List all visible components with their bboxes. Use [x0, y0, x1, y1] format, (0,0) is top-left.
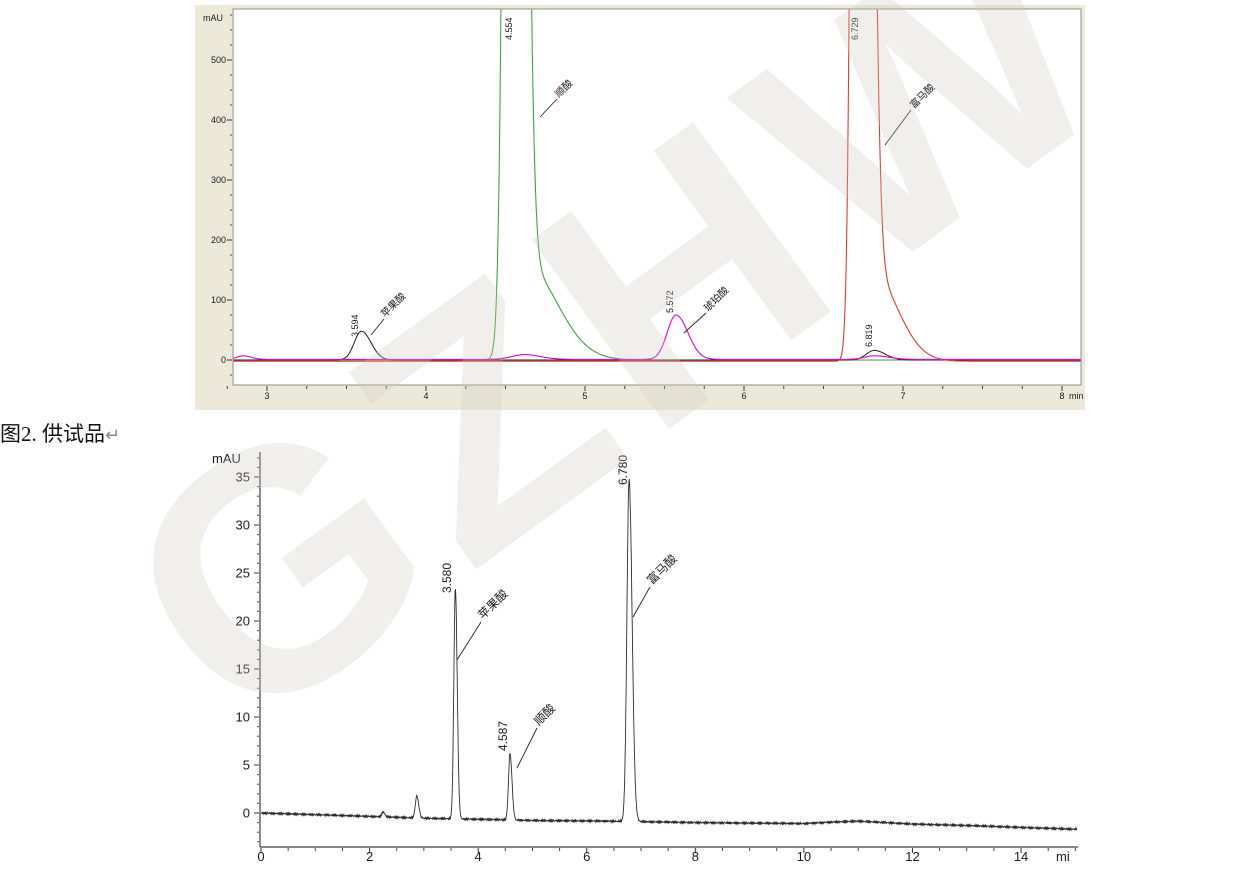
- y-tick-label: 10: [236, 710, 250, 725]
- x-tick-label: 6: [741, 391, 746, 401]
- y-tick-label: 30: [236, 518, 250, 533]
- x-tick-label: 2: [366, 849, 373, 864]
- x-unit-label: min: [1069, 391, 1084, 401]
- x-tick-label: 4: [475, 849, 482, 864]
- peak-rt-label: 3.594: [350, 314, 360, 337]
- label-leader-line: [516, 727, 538, 769]
- trace-sample-trace: [260, 478, 1078, 832]
- label-leader-line: [632, 586, 651, 618]
- trace-black-pingguosuan: [233, 330, 1081, 361]
- peak-name-label: 顺酸: [531, 701, 559, 729]
- peak-rt-label: 4.587: [496, 721, 510, 751]
- y-tick-label: 0: [221, 355, 226, 365]
- x-tick-label: 7: [900, 391, 905, 401]
- peak-rt-label: 6.729: [850, 17, 860, 40]
- peak-name-label: 富马酸: [644, 551, 680, 587]
- x-unit-label: mi: [1056, 849, 1070, 864]
- trace-magenta-hupesuan: [233, 314, 1081, 360]
- peak-rt-label: 6.780: [616, 455, 630, 485]
- peak-rt-label: 5.572: [665, 290, 675, 313]
- y-unit-label: mAU: [212, 451, 241, 466]
- x-tick-label: 12: [905, 849, 919, 864]
- x-tick-label: 8: [1059, 391, 1064, 401]
- paragraph-return-mark: ↵: [105, 425, 121, 446]
- plot-area: [232, 8, 1082, 386]
- x-tick-label: 3: [264, 391, 269, 401]
- label-leader-line: [884, 109, 912, 146]
- y-tick-label: 20: [236, 614, 250, 629]
- trace-red-fumasuan: [233, 9, 1081, 362]
- peak-rt-label: 4.554: [504, 17, 514, 40]
- y-tick-label: 200: [211, 235, 226, 245]
- peak-name-label: 苹果酸: [475, 586, 511, 622]
- x-tick-label: 6: [583, 849, 590, 864]
- y-tick-label: 400: [211, 115, 226, 125]
- y-tick-label: 0: [243, 806, 250, 821]
- y-tick-label: 15: [236, 662, 250, 677]
- y-tick-label: 300: [211, 175, 226, 185]
- trace-group: [233, 9, 1081, 362]
- x-tick-label: 5: [582, 391, 587, 401]
- chromatogram-standard: 3 4 5 6 7 80100200300400500mAUmin3.594苹果酸4.55…: [203, 8, 1084, 401]
- x-tick-label: 14: [1014, 849, 1028, 864]
- x-tick-label: 4: [423, 391, 428, 401]
- figure-caption: 图2. 供试品↵: [0, 418, 120, 448]
- y-tick-label: 5: [243, 758, 250, 773]
- x-tick-label: 0: [257, 849, 264, 864]
- y-tick-label: 100: [211, 295, 226, 305]
- figure-caption-text: 图2. 供试品: [0, 422, 105, 446]
- chromatogram-sample: 0 2 4 6 8 10 12 14 0 5 10 15 20 25 30 35 mAU mi 3.580 苹果酸 4.…: [212, 451, 1078, 864]
- label-leader-line: [539, 98, 558, 118]
- x-tick-label: 8: [692, 849, 699, 864]
- chromatogram-standard-panel: 3 4 5 6 7 8 0 100 200 300 400 500 mAU min 3.594 苹果酸 4.55…: [195, 5, 1085, 410]
- y-tick-label: 35: [236, 470, 250, 485]
- peak-rt-label: 6.819: [864, 324, 874, 347]
- y-unit-label: mAU: [203, 13, 223, 23]
- label-leader-line: [683, 312, 707, 334]
- label-leader-line: [370, 318, 385, 336]
- y-tick-label: 500: [211, 55, 226, 65]
- y-tick-label: 25: [236, 566, 250, 581]
- trace-group: [260, 478, 1078, 832]
- label-leader-line: [456, 621, 482, 661]
- peak-rt-label: 3.580: [440, 563, 454, 593]
- x-tick-label: 10: [797, 849, 811, 864]
